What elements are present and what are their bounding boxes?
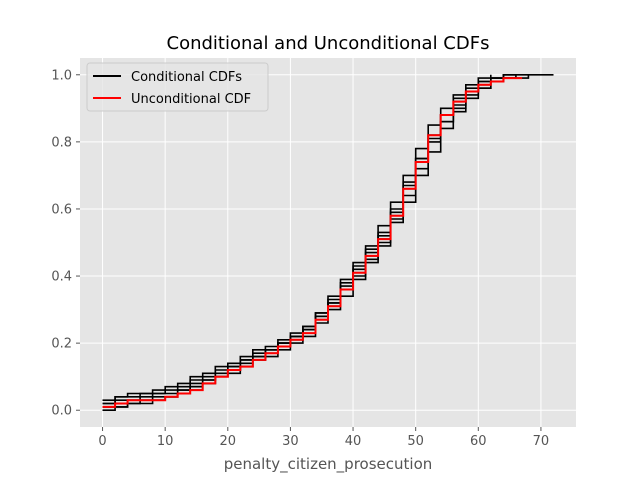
y-tick-label: 0.2: [51, 337, 72, 352]
x-tick-label: 50: [407, 434, 424, 449]
x-tick-label: 40: [345, 434, 362, 449]
legend-label-conditional: Conditional CDFs: [131, 70, 242, 85]
x-axis-label: penalty_citizen_prosecution: [224, 455, 433, 474]
y-tick-label: 0.4: [51, 270, 72, 285]
legend-box: [86, 62, 269, 112]
x-tick-label: 30: [282, 434, 299, 449]
legend-label-unconditional: Unconditional CDF: [131, 92, 251, 107]
x-tick-label: 20: [220, 434, 237, 449]
unconditional-cdf-line: [102, 77, 523, 408]
y-tick-label: 0.6: [51, 202, 72, 217]
axis-ticks: 0 10 20 30 40 50 60 70 0.0 0.2 0.4 0.6 0.8 1.0: [51, 68, 549, 449]
plot-area: [80, 58, 576, 427]
x-tick-label: 0: [98, 434, 106, 449]
x-tick-label: 60: [470, 434, 487, 449]
x-tick-label: 70: [533, 434, 550, 449]
x-tick-label: 10: [157, 434, 174, 449]
y-tick-label: 1.0: [51, 68, 72, 83]
legend: Conditional CDFs Unconditional CDF: [86, 62, 269, 112]
y-tick-label: 0.8: [51, 135, 72, 150]
y-tick-label: 0.0: [51, 404, 72, 419]
series-layer: [102, 74, 554, 411]
grid-lines: [80, 58, 576, 427]
chart-title: Conditional and Unconditional CDFs: [167, 33, 490, 54]
